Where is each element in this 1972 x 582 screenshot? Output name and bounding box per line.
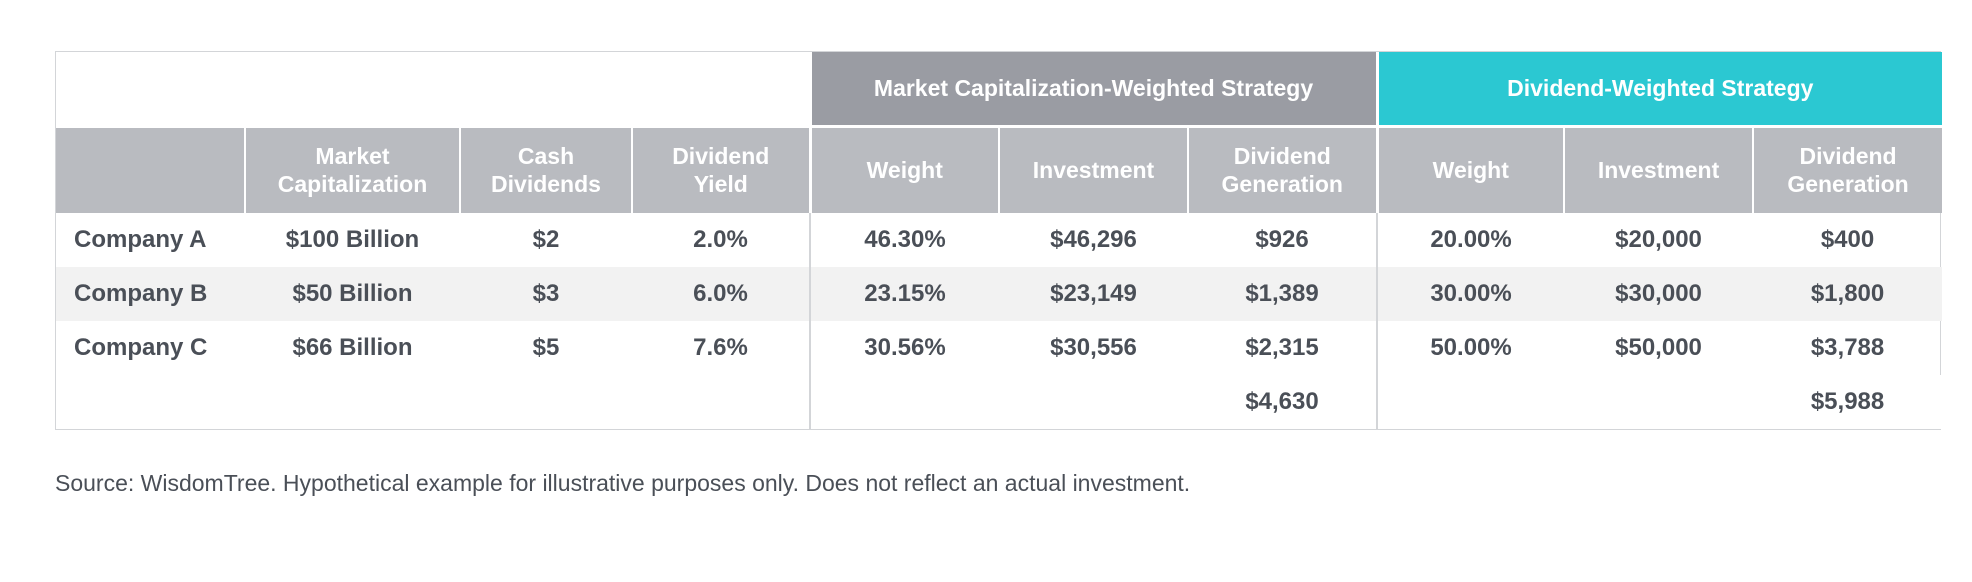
mc-dividend-generation-cell: $2,315 — [1245, 334, 1319, 361]
dw-dividend-generation-cell: $400 — [1820, 226, 1875, 253]
source-note: Source: WisdomTree. Hypothetical example… — [55, 470, 1191, 496]
market-cap-cell: $50 Billion — [245, 267, 460, 321]
dw-dividend-generation-cell: $3,788 — [1810, 334, 1885, 361]
table-row: Company A $100 Billion $2 2.0% 46.30% $4… — [56, 213, 1942, 267]
dividend-yield-cell: 2.0% — [693, 226, 748, 253]
comparison-table-container: Market Capitalization-Weighted Strategy … — [55, 51, 1943, 430]
cash-dividends-cell: $3 — [460, 267, 632, 321]
totals-dw-blank-cell — [1376, 375, 1754, 429]
dw-weight-cell: 30.00% — [1376, 267, 1565, 321]
column-header-cash-dividends: Cash Dividends — [459, 125, 632, 213]
company-name-cell: Company B — [56, 267, 245, 321]
column-header-mc-weight: Weight — [808, 125, 999, 213]
table-row: Company B $50 Billion $3 6.0% 23.15% $23… — [56, 267, 1943, 321]
market-cap-cell: $66 Billion — [292, 334, 413, 361]
column-header-mc-dividend-generation: Dividend Generation — [1186, 125, 1378, 213]
column-header-dw-dividend-generation: Dividend Generation — [1752, 125, 1943, 213]
column-header-dividend-yield: Dividend Yield — [631, 125, 810, 213]
mc-weight-cell: 46.30% — [809, 213, 999, 267]
dw-dividend-generation-total: $5,988 — [1753, 375, 1943, 429]
column-header-market-cap: Market Capitalization — [244, 125, 460, 213]
totals-row: $4,630 $5,988 — [56, 375, 1943, 429]
group-header-blank — [56, 52, 810, 127]
dw-weight-cell: 50.00% — [1376, 321, 1565, 375]
company-name-cell: Company C — [74, 334, 208, 361]
dw-investment-cell: $50,000 — [1615, 334, 1702, 361]
cash-dividends-cell: $5 — [532, 334, 560, 361]
column-header-dw-weight: Weight — [1375, 125, 1565, 213]
dw-investment-cell: $20,000 — [1615, 226, 1702, 253]
column-header-dw-investment: Investment — [1563, 125, 1754, 213]
mc-weight-cell: 30.56% — [809, 321, 999, 375]
group-header-row: Market Capitalization-Weighted Strategy … — [56, 52, 1943, 127]
totals-blank-cell — [56, 375, 810, 429]
column-header-company — [56, 125, 245, 213]
dw-dividend-generation-cell: $1,800 — [1753, 267, 1943, 321]
dw-weight-cell: 20.00% — [1376, 213, 1565, 267]
mc-investment-cell: $46,296 — [1050, 226, 1137, 253]
company-name-cell: Company A — [74, 226, 207, 253]
column-header-mc-investment: Investment — [998, 125, 1188, 213]
group-header-market-cap: Market Capitalization-Weighted Strategy — [808, 52, 1378, 127]
market-cap-cell: $100 Billion — [285, 226, 420, 253]
totals-mc-blank-cell — [809, 375, 1188, 429]
mc-dividend-generation-total: $4,630 — [1188, 375, 1378, 429]
mc-dividend-generation-cell: $926 — [1255, 226, 1309, 253]
mc-weight-cell: 23.15% — [809, 267, 999, 321]
dw-investment-cell: $30,000 — [1564, 267, 1754, 321]
dividend-yield-cell: 6.0% — [632, 267, 810, 321]
mc-investment-cell: $30,556 — [1050, 334, 1137, 361]
mc-investment-cell: $23,149 — [999, 267, 1188, 321]
strategy-comparison-table: Market Capitalization-Weighted Strategy … — [56, 52, 1943, 429]
column-header-row: Market Capitalization Cash Dividends Divid… — [56, 125, 1943, 213]
mc-dividend-generation-cell: $1,389 — [1188, 267, 1378, 321]
table-row: Company C $66 Billion $5 7.6% 30.56% $30… — [56, 321, 1942, 375]
dividend-yield-cell: 7.6% — [693, 334, 748, 361]
group-header-dividend: Dividend-Weighted Strategy — [1375, 52, 1943, 127]
cash-dividends-cell: $2 — [532, 226, 560, 253]
